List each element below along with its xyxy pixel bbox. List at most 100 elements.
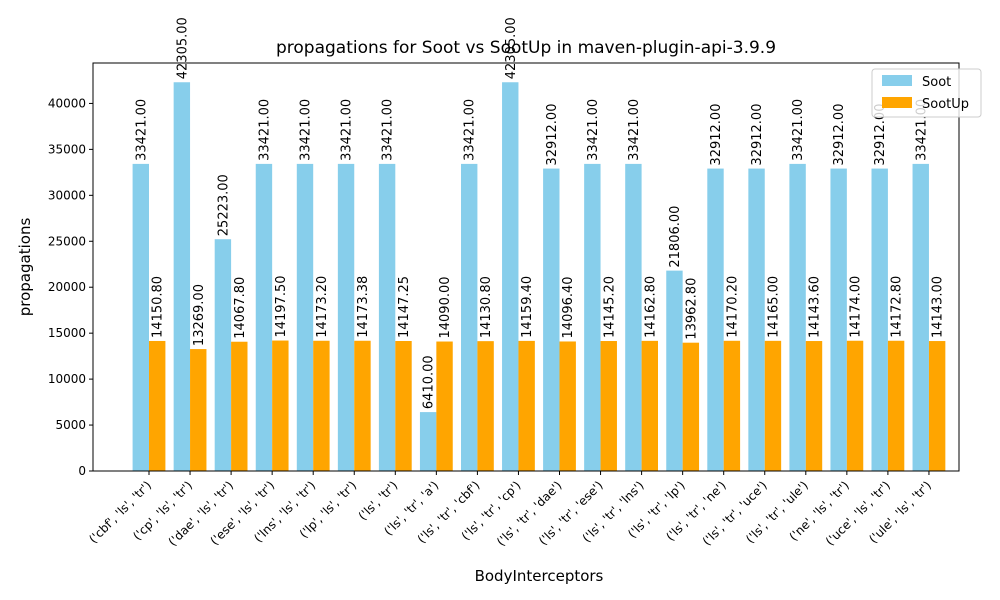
- bar-soot: [378, 163, 396, 471]
- bar-sootup: [846, 340, 864, 471]
- data-label-soot: 32912.00: [832, 104, 847, 166]
- legend-label-soot: Soot: [922, 75, 951, 90]
- bar-soot: [502, 82, 519, 471]
- data-label-sootup: 14165.00: [766, 276, 781, 338]
- plot-frame: [92, 62, 960, 472]
- data-label-sootup: 14145.20: [602, 276, 617, 338]
- bar-sootup: [764, 340, 782, 471]
- bar-sootup: [190, 349, 207, 471]
- data-label-soot: 33421.00: [627, 99, 642, 161]
- y-tick-label: 10000: [48, 372, 86, 386]
- y-axis: 0 5000 10000 15000 20000 25000 30000 35000 40000: [48, 96, 93, 478]
- data-label-soot: 33421.00: [463, 99, 478, 161]
- y-tick-label: 5000: [55, 418, 86, 432]
- y-tick-label: 35000: [48, 142, 86, 156]
- data-label-soot: 6410.00: [422, 355, 437, 409]
- bar-soot: [707, 168, 724, 471]
- bar-soot: [419, 412, 437, 471]
- bar-sootup: [600, 341, 617, 471]
- data-label-soot: 42305.00: [175, 17, 190, 79]
- bar-soot: [625, 163, 642, 471]
- data-label-sootup: 14143.00: [931, 276, 946, 338]
- bar-soot: [255, 163, 273, 471]
- data-label-soot: 25223.00: [216, 174, 231, 236]
- bar-sootup: [887, 340, 905, 471]
- chart-title: propagations for Soot vs SootUp in maven…: [276, 38, 776, 58]
- bar-sootup: [518, 340, 535, 471]
- bar-soot: [461, 163, 478, 471]
- data-label-soot: 33421.00: [381, 99, 396, 161]
- data-label-soot: 33421.00: [299, 99, 314, 161]
- bar-sootup: [354, 340, 371, 471]
- data-label-sootup: 14170.20: [725, 276, 740, 338]
- bar-soot: [337, 163, 355, 471]
- data-label-soot: 32912.00: [709, 104, 724, 166]
- bar-sootup: [231, 341, 248, 471]
- data-labels-layer: 33421.00 14150.80 42305.00 13269.00 25223.00…: [134, 17, 945, 409]
- data-label-soot: 32912.00: [545, 104, 560, 166]
- bar-soot: [132, 163, 149, 471]
- x-axis-title: BodyInterceptors: [475, 567, 604, 585]
- data-label-sootup: 13269.00: [192, 284, 207, 346]
- bar-soot: [173, 82, 191, 471]
- bar-sootup: [928, 341, 946, 471]
- legend-swatch-soot: [882, 75, 912, 86]
- bar-sootup: [149, 340, 166, 471]
- bar-soot: [789, 163, 806, 471]
- data-label-sootup: 14162.80: [643, 276, 658, 338]
- bar-soot: [543, 168, 560, 471]
- bar-sootup: [477, 341, 494, 471]
- data-label-sootup: 14096.40: [561, 276, 576, 338]
- bar-sootup: [436, 341, 453, 471]
- bar-sootup: [723, 340, 741, 471]
- legend-label-sootup: SootUp: [922, 97, 969, 112]
- y-tick-label: 25000: [48, 234, 86, 248]
- bar-soot: [871, 168, 888, 471]
- data-label-sootup: 14143.60: [808, 276, 823, 338]
- bar-soot: [830, 168, 847, 471]
- bar-soot: [584, 163, 601, 471]
- data-label-sootup: 13962.80: [684, 278, 699, 340]
- data-label-sootup: 14090.00: [438, 276, 453, 338]
- data-label-soot: 32912.00: [873, 104, 888, 166]
- bar-sootup: [559, 341, 576, 471]
- data-label-soot: 33421.00: [340, 99, 355, 161]
- data-label-soot: 32912.00: [750, 104, 765, 166]
- data-label-sootup: 14150.80: [151, 276, 166, 338]
- y-tick-label: 0: [78, 464, 86, 478]
- bar-soot: [666, 270, 683, 471]
- data-label-soot: 33421.00: [586, 99, 601, 161]
- data-label-soot: 33421.00: [134, 99, 149, 161]
- bar-soot: [748, 168, 765, 471]
- y-tick-label: 20000: [48, 280, 86, 294]
- bar-sootup: [641, 340, 658, 471]
- bar-soot: [214, 239, 232, 471]
- data-label-sootup: 14172.80: [890, 276, 905, 338]
- bars-layer: [132, 82, 946, 471]
- legend: Soot SootUp: [871, 68, 982, 118]
- data-label-soot: 21806.00: [668, 206, 683, 268]
- bar-soot: [912, 163, 929, 471]
- data-label-sootup: 14173.38: [356, 276, 371, 338]
- data-label-sootup: 14067.80: [233, 277, 248, 339]
- data-label-sootup: 14147.25: [397, 276, 412, 338]
- x-axis: ('cbf', 'ls', 'tr')('cp', 'ls', 'tr')('d…: [86, 471, 934, 549]
- data-label-soot: 42305.00: [504, 17, 519, 79]
- bar-soot: [296, 163, 314, 471]
- data-label-sootup: 14197.50: [274, 276, 289, 338]
- bar-sootup: [272, 340, 289, 471]
- data-label-sootup: 14159.40: [520, 276, 535, 338]
- bar-sootup: [682, 342, 700, 471]
- y-axis-title: propagations: [16, 218, 34, 317]
- data-label-sootup: 14130.80: [479, 276, 494, 338]
- y-tick-label: 30000: [48, 188, 86, 202]
- data-label-sootup: 14173.20: [315, 276, 330, 338]
- y-tick-label: 40000: [48, 96, 86, 110]
- bar-sootup: [313, 340, 330, 471]
- bar-sootup: [805, 341, 823, 471]
- data-label-soot: 33421.00: [791, 99, 806, 161]
- data-label-soot: 33421.00: [257, 99, 272, 161]
- y-tick-label: 15000: [48, 326, 86, 340]
